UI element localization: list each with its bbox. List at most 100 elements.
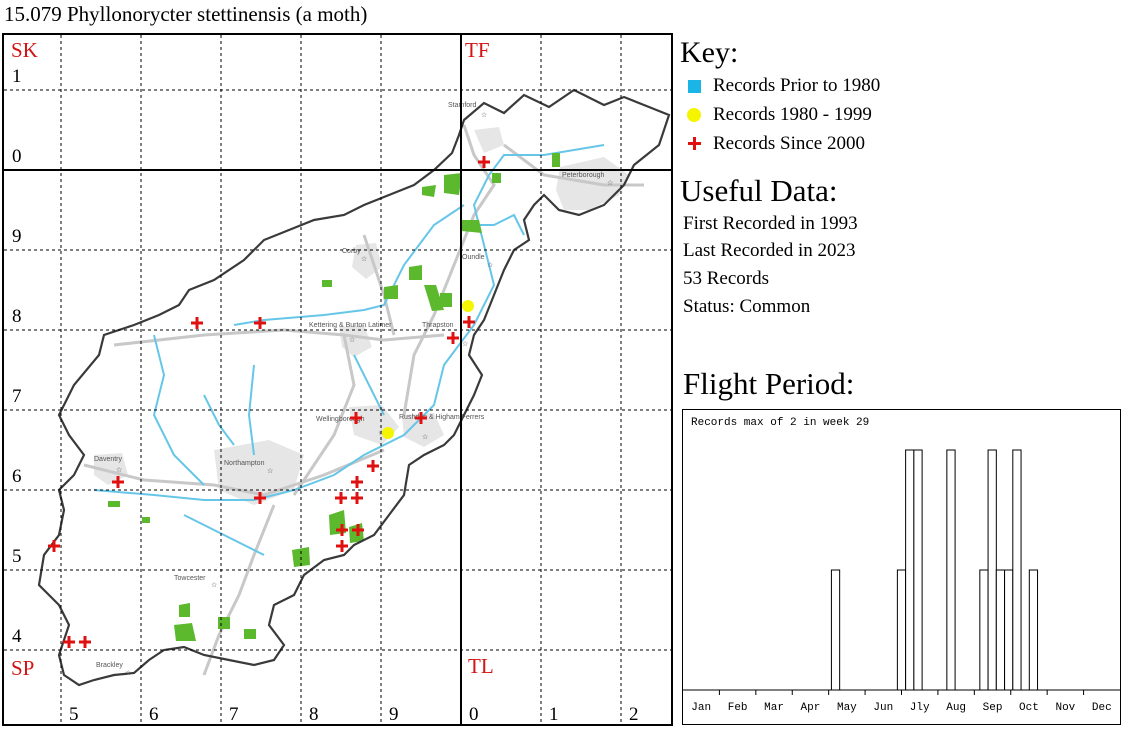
- month-label: Aug: [946, 702, 966, 714]
- woodland-patch: [409, 265, 422, 280]
- river-brampton: [247, 364, 255, 456]
- northing-label: 6: [12, 466, 22, 487]
- month-label: Dec: [1092, 702, 1112, 714]
- place-label: Towcester: [174, 575, 206, 582]
- record-since-2000-marker: [351, 476, 363, 488]
- place-label: Corby: [342, 248, 361, 255]
- easting-label: 5: [69, 704, 79, 725]
- records-1980-1999: [382, 300, 474, 439]
- road-a14: [113, 328, 445, 347]
- place-label: Stamford: [448, 102, 477, 109]
- northing-label: 8: [12, 306, 22, 327]
- place-markers: ☆ ☆ ☆ ☆ ☆ ☆ ☆ ☆ ☆ ☆ ☆ ☆: [116, 111, 613, 677]
- grid-dashed: [4, 35, 671, 724]
- square-label-sp: SP: [11, 656, 35, 680]
- place-star: ☆: [361, 255, 367, 263]
- flight-period-title: Flight Period:: [683, 366, 855, 401]
- page-title: 15.079 Phyllonorycter stettinensis (a mo…: [4, 2, 368, 26]
- first-recorded: First Recorded in 1993: [683, 213, 858, 234]
- northing-label: 0: [12, 146, 22, 167]
- northing-label: 4: [12, 626, 22, 647]
- river-nene: [93, 144, 605, 501]
- blue-square-icon: [686, 77, 704, 95]
- river-ise: [233, 204, 465, 326]
- square-label-tl: TL: [468, 654, 494, 678]
- easting-label: 1: [549, 704, 559, 725]
- record-since-2000-marker: [352, 524, 364, 536]
- month-label: Jly: [910, 702, 930, 714]
- easting-label: 2: [629, 704, 639, 725]
- northing-label: 7: [12, 386, 22, 407]
- woodland-patch: [174, 623, 196, 641]
- record-1980-1999-marker: [462, 300, 474, 312]
- record-since-2000-marker: [447, 332, 459, 344]
- woodland-patch: [422, 185, 436, 197]
- red-cross-icon: [686, 135, 704, 153]
- easting-label: 8: [309, 704, 319, 725]
- northing-label: 9: [12, 226, 22, 247]
- record-since-2000-marker: [336, 524, 348, 536]
- woodland-patch: [384, 285, 398, 299]
- woodland-patch: [552, 153, 560, 167]
- woodland-patch: [492, 173, 501, 183]
- month-label: Apr: [801, 702, 821, 714]
- woodland-patch: [179, 603, 190, 617]
- flight-bar: [830, 569, 841, 691]
- month-label: Nov: [1055, 702, 1075, 714]
- river-tove: [183, 514, 265, 556]
- useful-data-title: Useful Data:: [680, 173, 838, 208]
- record-since-2000-marker: [112, 476, 124, 488]
- place-label: Wellingborough: [316, 416, 365, 423]
- square-label-tf: TF: [465, 38, 490, 62]
- place-labels: Stamford Peterborough Corby Oundle Kette…: [94, 102, 605, 669]
- place-label: Peterborough: [562, 172, 605, 179]
- record-since-2000-marker: [191, 317, 203, 329]
- month-label: Sep: [983, 702, 1003, 714]
- place-star: ☆: [125, 669, 131, 677]
- flight-bar: [905, 449, 915, 691]
- place-label: Oundle: [462, 254, 485, 261]
- roads: [83, 124, 644, 676]
- road-a43: [202, 504, 276, 676]
- place-star: ☆: [481, 111, 487, 119]
- key-label-prior: Records Prior to 1980: [713, 75, 881, 96]
- place-star: ☆: [422, 433, 428, 441]
- place-label: Kettering & Burton Latimer: [309, 322, 392, 329]
- key-title: Key:: [680, 36, 739, 69]
- place-label: Thrapston: [422, 322, 454, 329]
- flight-bar: [1004, 569, 1014, 691]
- county-boundary: [37, 88, 671, 687]
- flight-bar: [946, 449, 956, 691]
- record-since-2000-marker: [254, 317, 266, 329]
- record-since-2000-marker: [367, 460, 379, 472]
- flight-bar: [896, 569, 907, 691]
- woodland-patch: [440, 293, 452, 307]
- flight-bar: [913, 449, 923, 691]
- place-star: ☆: [116, 466, 122, 474]
- record-since-2000-marker: [350, 412, 362, 424]
- grid-main: [4, 35, 671, 724]
- month-label: May: [837, 702, 857, 714]
- wellingborough-urban: [349, 405, 399, 445]
- woodland-patch: [444, 173, 462, 195]
- urban-areas: [94, 127, 629, 505]
- key-label-since: Records Since 2000: [713, 133, 865, 154]
- month-label: Jun: [873, 702, 893, 714]
- record-since-2000-marker: [478, 156, 490, 168]
- record-since-2000-marker: [254, 492, 266, 504]
- record-since-2000-marker: [463, 316, 475, 328]
- map-canvas: ☆ ☆ ☆ ☆ ☆ ☆ ☆ ☆ ☆ ☆ ☆ ☆ Stamford Peterbo…: [4, 35, 671, 724]
- easting-label: 0: [469, 704, 479, 725]
- record-since-2000-marker: [63, 636, 75, 648]
- woodland: [108, 153, 560, 641]
- flight-bar: [979, 569, 989, 691]
- woodland-patch: [462, 220, 482, 233]
- month-label: Oct: [1019, 702, 1039, 714]
- flight-bar: [1012, 449, 1022, 691]
- chart-note: Records max of 2 in week 29: [691, 417, 870, 429]
- flight-bar: [995, 569, 1006, 691]
- woodland-patch: [322, 280, 332, 287]
- river-tributary: [152, 334, 205, 486]
- woodland-patch: [108, 501, 120, 507]
- northing-label: 5: [12, 546, 22, 567]
